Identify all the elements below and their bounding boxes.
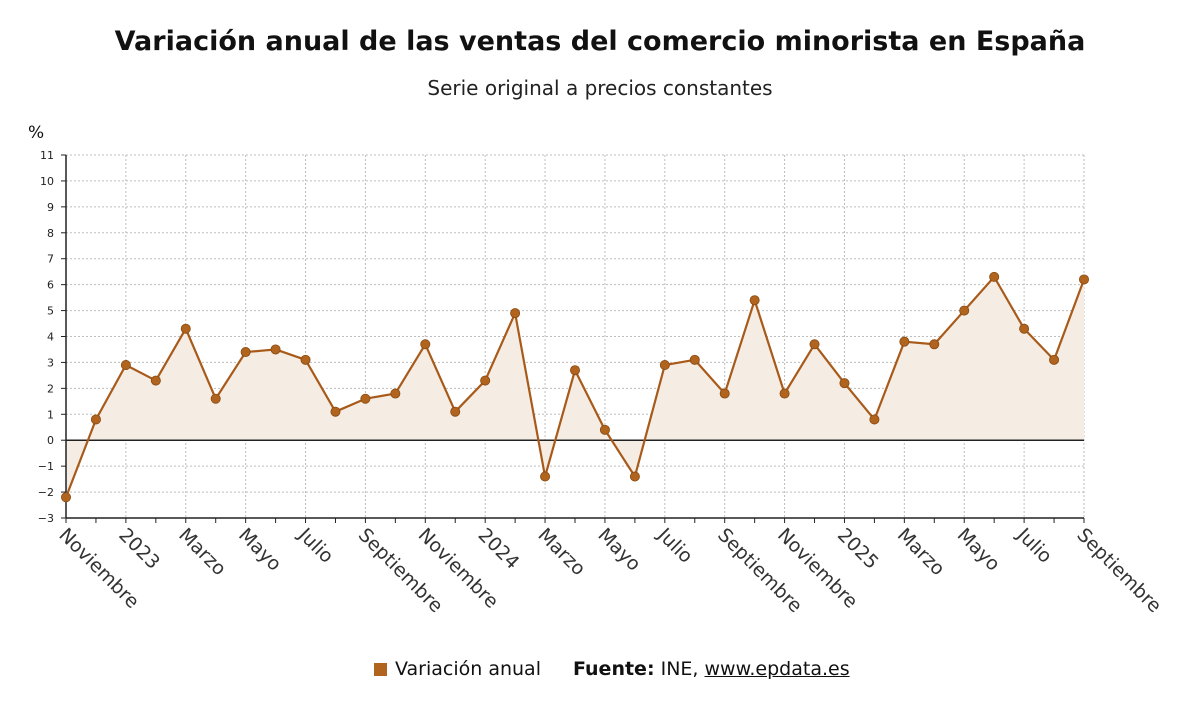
legend-label: Variación anual	[395, 658, 541, 680]
source-label: Fuente:	[573, 658, 655, 680]
data-point	[779, 388, 790, 399]
y-tick-label: 3	[47, 356, 54, 369]
y-axis-label: %	[28, 123, 44, 143]
data-point	[360, 393, 371, 404]
x-tick-label: Septiembre	[1072, 524, 1165, 617]
data-point	[1079, 274, 1090, 285]
x-tick-label: Marzo	[534, 524, 590, 580]
data-point	[929, 339, 940, 350]
chart-subtitle: Serie original a precios constantes	[427, 76, 773, 100]
data-point	[719, 388, 730, 399]
data-point	[839, 378, 850, 389]
x-tick-label: Julio	[1012, 523, 1056, 567]
source-link[interactable]: www.epdata.es	[704, 658, 850, 680]
x-tick-label: 2023	[114, 524, 164, 574]
source-note: Fuente: INE, www.epdata.es	[573, 658, 850, 680]
grid	[65, 154, 1085, 519]
data-point	[61, 492, 72, 503]
chart-title: Variación anual de las ventas del comerc…	[114, 26, 1086, 57]
data-point	[599, 424, 610, 435]
y-tick-label: 4	[47, 331, 54, 344]
data-point	[809, 339, 820, 350]
x-tick-label: 2025	[833, 524, 883, 574]
area-fill	[66, 276, 1084, 498]
data-point	[899, 336, 910, 347]
data-point	[959, 305, 970, 316]
series-points	[61, 271, 1090, 503]
data-point	[330, 406, 341, 417]
data-point	[450, 406, 461, 417]
data-point	[1049, 354, 1060, 365]
x-tick-label: Julio	[293, 523, 337, 567]
data-point	[90, 414, 101, 425]
y-tick-label: 2	[47, 382, 54, 395]
y-tick-label: 9	[47, 201, 54, 214]
x-tick-label: Mayo	[234, 524, 286, 576]
data-point	[540, 471, 551, 482]
y-tick-label: 6	[47, 279, 54, 292]
y-tick-label: −2	[38, 486, 54, 499]
source-text: INE,	[660, 658, 699, 680]
y-tick-label: −3	[38, 512, 54, 525]
y-tick-labels: −3 −2 −1 0 1 2 3 4 5 6 7 8 9 10 11	[38, 149, 54, 525]
y-tick-label: 10	[40, 175, 54, 188]
data-point	[270, 344, 281, 355]
x-tick-label: Marzo	[174, 524, 230, 580]
y-tick-label: −1	[38, 460, 54, 473]
data-point	[150, 375, 161, 386]
data-point	[869, 414, 880, 425]
data-point	[120, 360, 131, 371]
area-path	[66, 276, 1084, 498]
y-tick-label: 11	[40, 149, 54, 162]
data-point	[1019, 323, 1030, 334]
x-tick-label: Marzo	[893, 524, 949, 580]
y-tick-label: 7	[47, 253, 54, 266]
data-point	[300, 354, 311, 365]
data-point	[510, 308, 521, 319]
x-tick-label: Mayo	[593, 524, 645, 576]
data-point	[420, 339, 431, 350]
data-point	[989, 271, 1000, 282]
y-tick-label: 8	[47, 227, 54, 240]
x-tick-label: 2024	[474, 524, 524, 574]
data-point	[570, 365, 581, 376]
data-point	[180, 323, 191, 334]
data-point	[390, 388, 401, 399]
data-point	[689, 354, 700, 365]
data-point	[480, 375, 491, 386]
data-point	[629, 471, 640, 482]
axes	[61, 154, 1085, 523]
y-tick-label: 5	[47, 305, 54, 318]
legend-swatch	[374, 662, 387, 676]
x-tick-label: Julio	[653, 523, 697, 567]
data-point	[749, 295, 760, 306]
legend: Variación anual	[374, 658, 541, 680]
data-point	[240, 347, 251, 358]
y-tick-label: 1	[47, 408, 54, 421]
x-tick-label: Mayo	[953, 524, 1005, 576]
y-tick-label: 0	[47, 434, 54, 447]
data-point	[210, 393, 221, 404]
data-point	[659, 360, 670, 371]
